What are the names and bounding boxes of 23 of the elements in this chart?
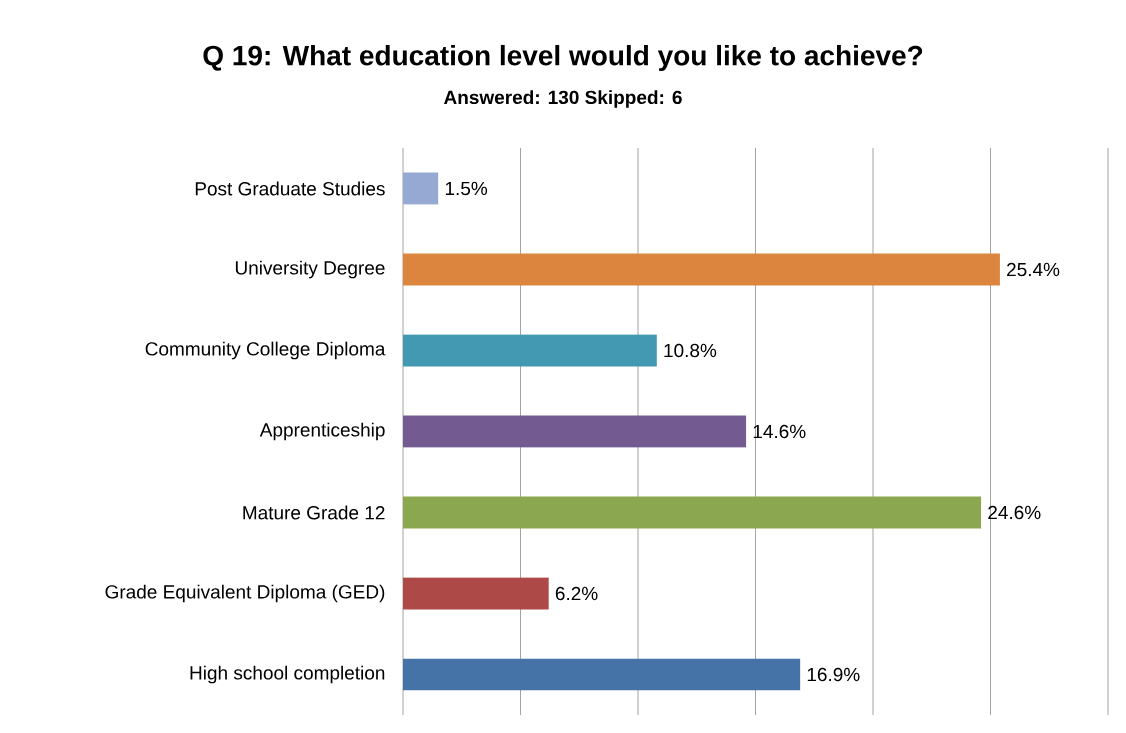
chart-subtitle: Answered: 130 Skipped: 6 — [443, 90, 682, 108]
y-tick-label: University Degree — [235, 260, 385, 279]
bar — [403, 334, 657, 367]
bar — [403, 172, 439, 205]
data-label: 1.5% — [445, 181, 488, 196]
data-label: 10.8% — [664, 343, 717, 358]
bar — [403, 577, 549, 610]
y-tick-label: Grade Equivalent Diploma (GED) — [105, 584, 385, 603]
bar — [403, 496, 982, 529]
y-tick-label: Post Graduate Studies — [195, 181, 385, 196]
data-label: 24.6% — [988, 505, 1041, 520]
y-tick-label: Apprenticeship — [259, 422, 385, 441]
data-label: 14.6% — [753, 424, 806, 439]
y-tick-label: Mature Grade 12 — [243, 505, 385, 520]
y-tick-label: Community College Diploma — [145, 341, 386, 360]
data-label: 25.4% — [1007, 262, 1060, 277]
bar — [403, 415, 747, 448]
bar — [403, 253, 1000, 286]
data-label: 6.2% — [555, 586, 598, 601]
bar — [403, 658, 801, 691]
data-label: 16.9% — [807, 667, 860, 682]
chart-title: Q 19: What education level would you like to achieve? — [203, 44, 923, 72]
y-tick-label: High school completion — [190, 665, 385, 684]
